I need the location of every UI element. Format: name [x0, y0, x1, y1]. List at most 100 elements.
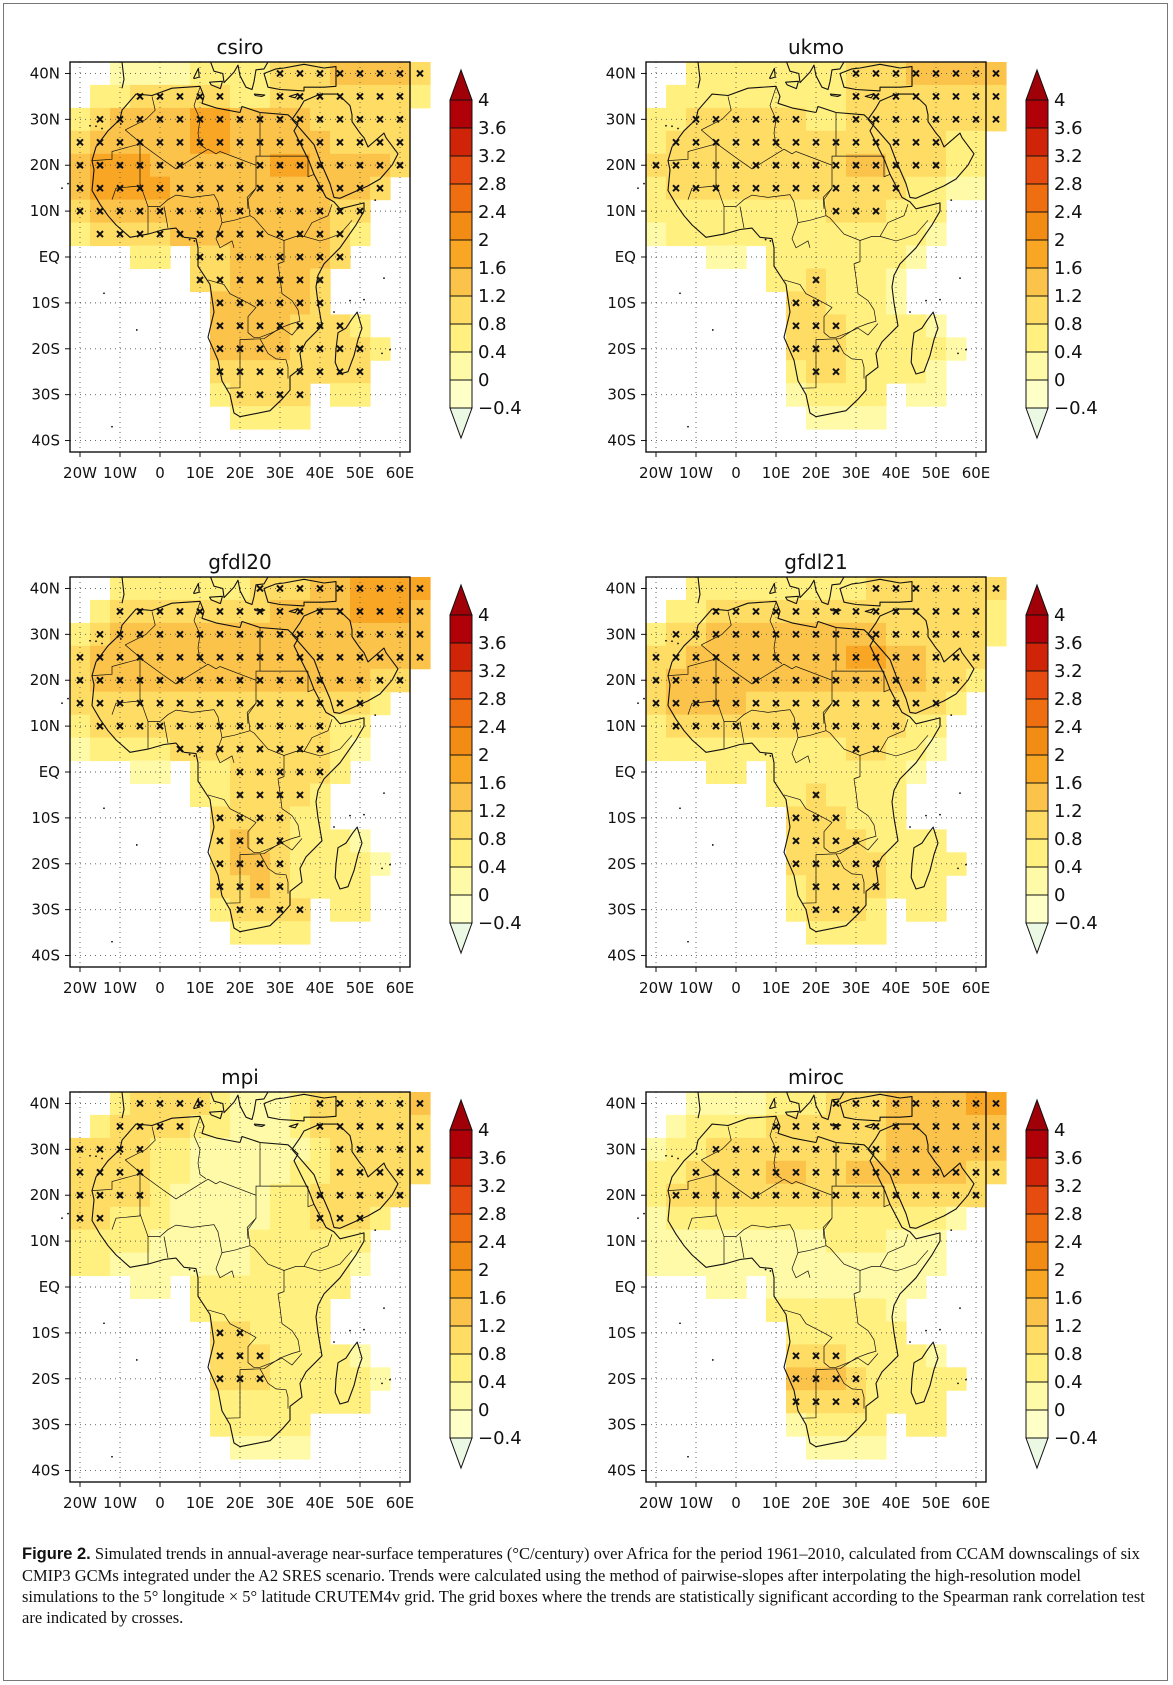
colorbar-label: 2.8: [1054, 689, 1083, 710]
island-dot: [111, 940, 113, 943]
coastline: [769, 582, 776, 595]
significance-cross: [692, 722, 700, 730]
trend-cell: [370, 1206, 391, 1231]
trend-cell: [210, 1114, 231, 1139]
trend-cell: [130, 1252, 151, 1277]
significance-cross: [236, 676, 244, 684]
colorbar-segment: [1025, 1325, 1049, 1355]
island-dot: [695, 638, 698, 640]
trend-cell: [90, 1114, 111, 1139]
trend-cell: [926, 875, 947, 899]
significance-cross: [792, 837, 800, 845]
significance-cross: [792, 1397, 800, 1406]
island-dot: [111, 425, 113, 428]
border-line: [259, 338, 289, 379]
colorbar-label: −0.4: [478, 1428, 522, 1449]
colorbar-segment: [449, 155, 473, 185]
border-line: [225, 755, 301, 904]
significance-cross: [176, 1099, 184, 1108]
island-dot: [103, 292, 105, 295]
border-line: [879, 719, 909, 752]
significance-cross: [396, 138, 404, 147]
significance-cross: [176, 676, 184, 684]
significance-cross: [356, 69, 364, 78]
significance-cross: [752, 630, 760, 639]
trend-cell: [290, 1344, 311, 1368]
significance-cross: [276, 745, 284, 753]
y-tick-label: 40S: [31, 432, 60, 450]
significance-cross: [672, 161, 680, 169]
significance-cross: [692, 653, 700, 662]
border-line: [271, 838, 303, 851]
coastline: [334, 826, 363, 890]
border-line: [111, 698, 141, 715]
colorbar-bottom-triangle: [1025, 1437, 1049, 1470]
x-tick-label: 10W: [103, 464, 137, 482]
significance-cross: [892, 653, 900, 662]
colorbar-label: 1.6: [1054, 1288, 1083, 1309]
significance-cross: [136, 653, 144, 662]
significance-cross: [672, 630, 680, 639]
significance-cross: [872, 1099, 880, 1108]
significance-cross: [832, 207, 840, 215]
significance-cross: [356, 345, 364, 353]
coastline: [667, 1115, 941, 1448]
border-line: [111, 183, 141, 200]
y-tick-label: 10S: [31, 294, 60, 312]
y-tick-label: 30N: [30, 1140, 60, 1158]
x-tick-label: 60E: [962, 1494, 991, 1512]
border-line: [307, 156, 315, 178]
colorbar-label: 2.4: [478, 717, 507, 738]
significance-cross: [76, 676, 84, 684]
border-line: [125, 611, 156, 646]
significance-cross: [832, 322, 840, 330]
significance-cross: [296, 367, 304, 376]
significance-cross: [712, 1145, 720, 1154]
significance-cross: [296, 630, 304, 639]
significance-cross: [732, 607, 740, 616]
colorbar-segment: [449, 754, 473, 784]
colorbar-label: 1.6: [478, 1288, 507, 1309]
trend-cell: [806, 737, 827, 762]
trend-cell: [846, 1206, 867, 1231]
significance-cross: [136, 1191, 144, 1199]
significance-cross: [892, 1099, 900, 1108]
trend-cell: [746, 737, 767, 762]
significance-cross: [156, 115, 164, 124]
trend-cell: [786, 737, 807, 762]
trend-cell: [926, 314, 947, 338]
colorbar-top-triangle: [449, 68, 473, 101]
significance-cross: [96, 676, 104, 684]
figure-frame: [3, 3, 1168, 1681]
significance-cross: [296, 699, 304, 707]
border-line: [125, 96, 156, 131]
island-dot: [711, 1359, 714, 1361]
borders: [91, 87, 353, 389]
trend-cell: [150, 737, 171, 762]
trend-cell: [270, 1206, 291, 1231]
significance-crosses: [672, 1099, 1000, 1406]
significance-cross: [912, 584, 920, 593]
trend-cell: [250, 1390, 271, 1414]
significance-cross: [752, 161, 760, 169]
trend-cell: [90, 84, 111, 109]
significance-cross: [952, 584, 960, 593]
significance-cross: [96, 653, 104, 662]
significance-cross: [236, 299, 244, 307]
significance-cross: [336, 607, 344, 616]
significance-cross: [972, 584, 980, 593]
significance-cross: [96, 161, 104, 169]
trend-cell: [350, 875, 371, 899]
trend-cell: [746, 1114, 767, 1139]
coastline: [193, 582, 200, 595]
significance-cross: [692, 630, 700, 639]
significance-cross: [116, 115, 124, 124]
y-tick-label: 20N: [606, 671, 636, 689]
significance-cross: [692, 676, 700, 684]
significance-cross: [912, 699, 920, 707]
trend-cell: [866, 222, 887, 247]
significance-cross: [872, 184, 880, 192]
trend-cell: [786, 1252, 807, 1277]
colorbar-label: 2.8: [478, 1204, 507, 1225]
trend-cell: [706, 737, 727, 762]
